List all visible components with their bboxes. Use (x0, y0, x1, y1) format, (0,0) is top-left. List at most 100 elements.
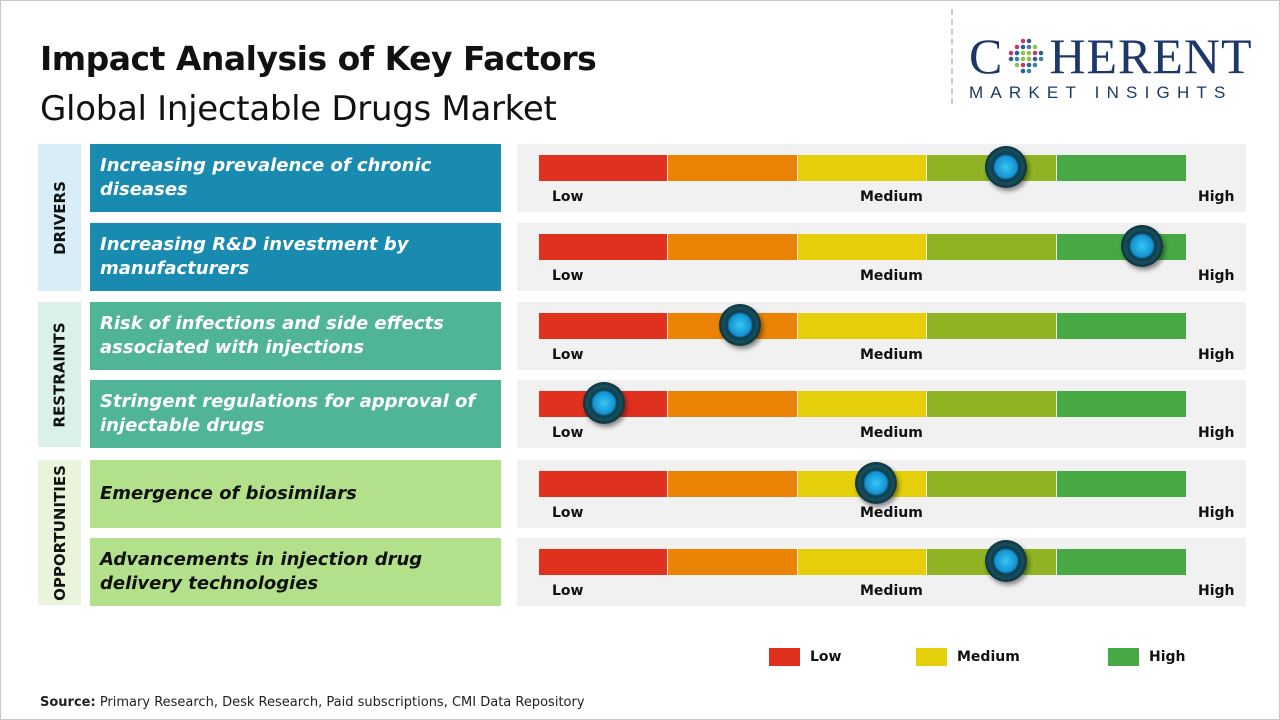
gauge-segment (927, 471, 1056, 497)
category-label: OPPORTUNITIES (50, 464, 69, 601)
source-label: Source: (40, 695, 96, 710)
globe-dot (1021, 62, 1026, 68)
impact-indicator-knob (718, 304, 761, 346)
gauge-segment (539, 471, 667, 497)
globe-dot (1027, 44, 1032, 50)
factor-row: Advancements in injection drug delivery … (90, 538, 501, 606)
impact-indicator-knob (582, 382, 625, 424)
category-drivers: DRIVERS (38, 144, 81, 291)
globe-dot (1015, 62, 1020, 68)
globe-dot (1027, 68, 1032, 74)
impact-gauge: Low Medium High (517, 460, 1246, 528)
gauge-segment (927, 234, 1056, 260)
globe-dot (1015, 56, 1020, 62)
globe-dot (1021, 38, 1026, 44)
scale-medium-label: Medium (860, 583, 923, 599)
scale-high-label: High (1198, 583, 1235, 599)
factor-label: Stringent regulations for approval of in… (100, 391, 476, 436)
factor-label: Increasing R&D investment by manufacture… (100, 234, 409, 279)
gauge-segment (539, 313, 667, 339)
impact-indicator-knob (1120, 225, 1163, 267)
factor-row: Increasing R&D investment by manufacture… (90, 223, 501, 291)
scale-medium-label: Medium (860, 189, 923, 205)
legend-high: High (1108, 648, 1186, 666)
globe-dot (1015, 50, 1020, 56)
globe-dot (1015, 44, 1020, 50)
factor-row: Risk of infections and side effects asso… (90, 302, 501, 370)
impact-gauge: Low Medium High (517, 538, 1246, 606)
gauge-segment (1057, 313, 1186, 339)
gauge-segment (798, 234, 926, 260)
gauge-segment (798, 549, 926, 575)
legend-medium: Medium (916, 648, 1020, 666)
impact-gauge: Low Medium High (517, 380, 1246, 448)
impact-gauge: Low Medium High (517, 302, 1246, 370)
globe-dot (1033, 62, 1038, 68)
globe-dot (1039, 56, 1044, 62)
divider (951, 9, 953, 104)
source-text: Primary Research, Desk Research, Paid su… (95, 695, 585, 710)
gauge-segment (1057, 391, 1186, 417)
scale-low-label: Low (552, 583, 584, 599)
logo-letter: C (969, 28, 1004, 84)
gauge-segment (668, 234, 797, 260)
gauge-segment (798, 391, 926, 417)
gauge-segment (539, 234, 667, 260)
gauge-segment (668, 391, 797, 417)
globe-dot (1009, 56, 1014, 62)
scale-medium-label: Medium (860, 505, 923, 521)
gauge-segment (798, 155, 926, 181)
impact-gauge: Low Medium High (517, 223, 1246, 291)
scale-high-label: High (1198, 189, 1235, 205)
impact-indicator-knob (984, 540, 1027, 582)
category-opportunities: OPPORTUNITIES (38, 460, 81, 605)
gauge-segment (668, 549, 797, 575)
scale-low-label: Low (552, 505, 584, 521)
gauge-segment (1057, 471, 1186, 497)
globe-dots-icon (1009, 38, 1044, 74)
scale-medium-label: Medium (860, 347, 923, 363)
gauge-segment (798, 313, 926, 339)
gauge-segment (668, 155, 797, 181)
scale-high-label: High (1198, 268, 1235, 284)
scale-low-label: Low (552, 189, 584, 205)
legend-swatch-high (1108, 648, 1139, 666)
globe-dot (1033, 56, 1038, 62)
factor-label: Increasing prevalence of chronic disease… (100, 155, 432, 200)
legend-low: Low (769, 648, 841, 666)
globe-dot (1027, 38, 1032, 44)
factor-row: Emergence of biosimilars (90, 460, 501, 528)
globe-dot (1009, 50, 1014, 56)
logo-word: HERENT (1049, 28, 1253, 84)
legend-swatch-low (769, 648, 800, 666)
globe-dot (1021, 56, 1026, 62)
scale-medium-label: Medium (860, 268, 923, 284)
factor-row: Stringent regulations for approval of in… (90, 380, 501, 448)
gauge-segment (668, 471, 797, 497)
globe-dot (1027, 50, 1032, 56)
gauge-segment (539, 155, 667, 181)
factor-row: Increasing prevalence of chronic disease… (90, 144, 501, 212)
gauge-segment (1057, 155, 1186, 181)
globe-dot (1033, 50, 1038, 56)
impact-gauge: Low Medium High (517, 144, 1246, 212)
factor-label: Risk of infections and side effects asso… (100, 313, 444, 358)
scale-high-label: High (1198, 505, 1235, 521)
globe-dot (1033, 44, 1038, 50)
page-title: Impact Analysis of Key Factors (40, 39, 597, 78)
gauge-segment (927, 313, 1056, 339)
legend-label: Low (810, 649, 842, 665)
company-logo: C HERENT MARKET INSIGHTS (969, 31, 1264, 103)
globe-dot (1021, 50, 1026, 56)
gauge-segment (539, 549, 667, 575)
logo-tagline: MARKET INSIGHTS (969, 83, 1233, 102)
scale-medium-label: Medium (860, 425, 923, 441)
globe-dot (1039, 50, 1044, 56)
legend-label: Medium (957, 649, 1020, 665)
scale-low-label: Low (552, 425, 584, 441)
gauge-segment (1057, 549, 1186, 575)
scale-low-label: Low (552, 268, 584, 284)
gauge-segment (927, 391, 1056, 417)
impact-indicator-knob (854, 462, 897, 504)
scale-high-label: High (1198, 425, 1235, 441)
